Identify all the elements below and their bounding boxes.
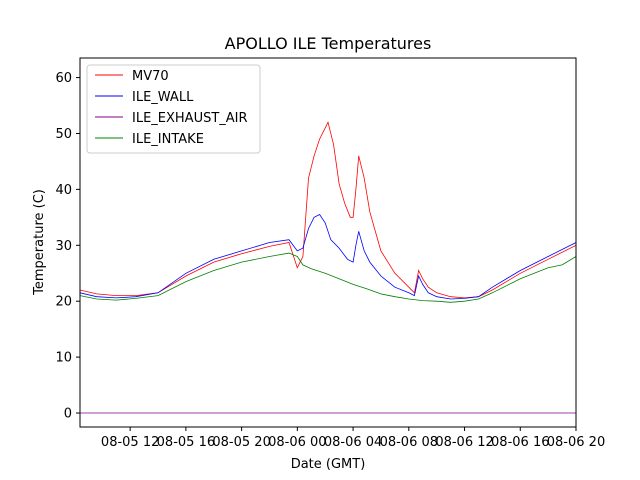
legend-label-ile-exhaust-air: ILE_EXHAUST_AIR — [132, 111, 248, 126]
axes-frame — [79, 57, 577, 428]
series-line-mv70 — [80, 121, 576, 299]
y-tick-label: 30 — [55, 239, 72, 254]
y-tick-label: 50 — [55, 127, 72, 142]
series-line-ile-intake — [80, 252, 576, 303]
y-axis-label: Temperature (C) — [32, 189, 47, 296]
x-tick-label: 08-06 04 — [324, 435, 382, 450]
series-line-ile-wall — [80, 213, 576, 300]
plot-area — [80, 121, 576, 414]
x-tick-label: 08-06 12 — [435, 435, 493, 450]
x-tick-label: 08-05 12 — [101, 435, 159, 450]
x-tick-label: 08-06 00 — [268, 435, 326, 450]
y-tick-label: 0 — [64, 407, 72, 422]
x-tick-label: 08-06 16 — [491, 435, 549, 450]
x-tick-label: 08-06 20 — [547, 435, 605, 450]
legend-label-ile-intake: ILE_INTAKE — [132, 132, 204, 147]
legend-label-mv70: MV70 — [132, 69, 169, 84]
y-tick-label: 40 — [55, 183, 72, 198]
legend: MV70 ILE_WALL ILE_EXHAUST_AIR ILE_INTAKE — [86, 64, 261, 154]
y-tick-label: 10 — [55, 351, 72, 366]
y-tick-label: 20 — [55, 295, 72, 310]
x-tick-label: 08-05 20 — [212, 435, 270, 450]
x-tick-label: 08-05 16 — [157, 435, 215, 450]
x-tick-label: 08-06 08 — [380, 435, 438, 450]
y-tick-label: 60 — [55, 71, 72, 86]
x-axis-label: Date (GMT) — [291, 457, 366, 472]
legend-box — [86, 64, 261, 154]
legend-label-ile-wall: ILE_WALL — [132, 90, 194, 105]
chart-title: APOLLO ILE Temperatures — [225, 34, 432, 53]
